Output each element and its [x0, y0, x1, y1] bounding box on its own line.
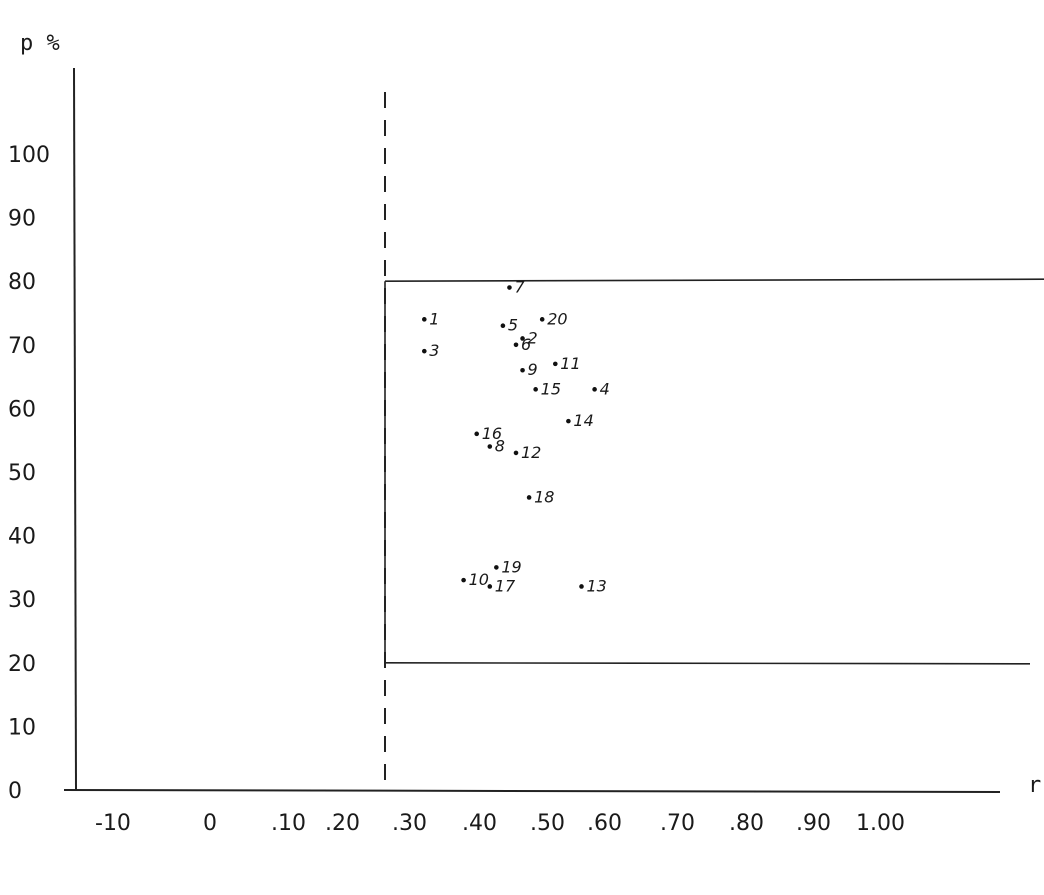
x-tick-label: .30: [392, 811, 427, 836]
x-tick-label: .90: [796, 811, 831, 836]
data-point-label: 1: [429, 309, 439, 328]
data-point-label: 10: [469, 570, 489, 589]
y-tick-label: 40: [8, 525, 36, 550]
y-axis-label: p %: [20, 31, 60, 56]
y-tick-label: 60: [8, 397, 36, 422]
data-point: [494, 565, 499, 570]
data-point: [500, 323, 506, 329]
data-point: [566, 418, 571, 424]
data-point: [422, 348, 427, 354]
data-point-label: 8: [495, 437, 505, 456]
y-tick-label: 100: [8, 143, 50, 168]
region-top-line: [384, 278, 1044, 283]
x-axis-line: [63, 789, 1001, 793]
y-tick-label: 30: [8, 588, 36, 613]
data-point-label: 4: [600, 379, 610, 398]
y-tick-label: 70: [8, 334, 36, 359]
y-axis-line: [73, 67, 77, 791]
y-tick-label: 80: [8, 270, 36, 295]
data-point-label: 11: [560, 354, 580, 373]
x-tick-label: -10: [95, 811, 131, 836]
data-point: [579, 584, 584, 589]
data-point-label: 17: [495, 576, 516, 595]
y-tick-label: 0: [8, 779, 22, 804]
data-point-label: 2: [528, 328, 538, 347]
x-tick-label: .40: [462, 811, 497, 836]
region-bottom-line: [384, 661, 1031, 665]
data-point: [507, 285, 512, 290]
y-tick-label: 90: [8, 207, 36, 232]
y-tick-label: 50: [8, 461, 36, 486]
data-point-label: 18: [534, 487, 554, 506]
x-tick-label: 1.00: [856, 811, 905, 836]
data-point-label: 12: [521, 443, 541, 462]
data-point-label: 5: [508, 316, 518, 335]
data-point-label: 9: [528, 360, 538, 379]
data-point: [513, 450, 519, 456]
data-point: [539, 317, 545, 322]
data-point-label: 15: [541, 379, 561, 398]
x-tick-label: .80: [729, 811, 764, 836]
x-tick-label: .50: [530, 811, 565, 836]
x-tick-label: .70: [660, 811, 695, 836]
data-point: [461, 577, 466, 583]
x-tick-label: .60: [587, 811, 622, 836]
y-tick-label: 20: [8, 652, 36, 677]
data-point-label: 13: [587, 576, 607, 595]
y-tick-label: 10: [8, 715, 36, 740]
data-point: [513, 342, 519, 348]
x-tick-labels: -10 0 .10 .20 .30 .40 .50 .60 .70 .80 .90 1.00: [95, 811, 905, 836]
criterion-region: [384, 92, 1044, 788]
data-point: [422, 317, 427, 322]
x-tick-label: .10: [271, 811, 306, 836]
data-point-label: 19: [501, 557, 521, 576]
data-point: [533, 387, 538, 392]
data-point: [526, 495, 532, 500]
data-point-label: 6: [521, 335, 531, 354]
data-point: [520, 336, 525, 341]
data-point: [520, 367, 525, 373]
data-point: [592, 387, 597, 392]
x-tick-label: .20: [325, 811, 360, 836]
data-point-label: 7: [514, 278, 525, 297]
y-tick-labels: 0 10 20 30 40 50 60 70 80 90 100: [8, 143, 50, 804]
data-point: [474, 431, 480, 437]
data-point: [553, 361, 558, 367]
axes: [63, 67, 1001, 793]
data-point-label: 20: [547, 309, 567, 328]
x-tick-label: 0: [203, 811, 217, 836]
x-axis-label: r: [1028, 773, 1041, 798]
data-point: [487, 444, 493, 449]
data-point-label: 3: [429, 341, 439, 360]
data-point-label: 14: [573, 411, 593, 430]
data-point-label: 16: [482, 424, 502, 443]
data-point: [487, 584, 493, 589]
